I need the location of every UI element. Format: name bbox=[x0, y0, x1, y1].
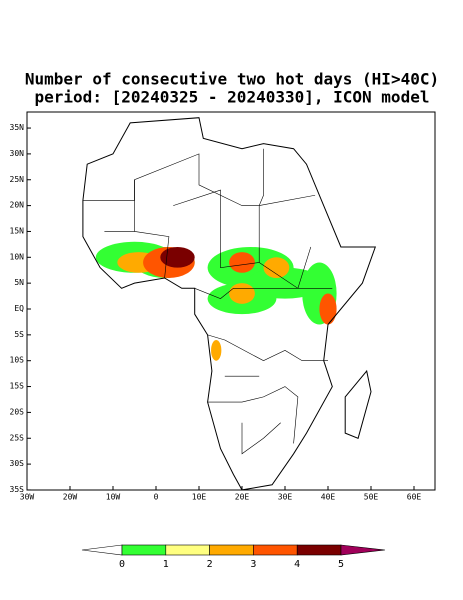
lat-label: 15N bbox=[10, 226, 25, 235]
coastline bbox=[344, 369, 372, 439]
colorbar-label: 5 bbox=[338, 559, 344, 570]
colorbar-box bbox=[165, 544, 210, 556]
lat-label: 15S bbox=[10, 382, 25, 391]
lon-label: 30W bbox=[20, 493, 35, 502]
border bbox=[194, 288, 333, 300]
lat-label: 25S bbox=[10, 433, 25, 442]
colorbar-high bbox=[340, 544, 386, 556]
lon-label: 30E bbox=[278, 493, 293, 502]
lat-label: 30N bbox=[10, 149, 25, 158]
border bbox=[207, 386, 299, 444]
lon-label: 10W bbox=[106, 493, 121, 502]
border bbox=[241, 422, 281, 455]
colorbar-box bbox=[296, 544, 342, 556]
lat-label: 35S bbox=[10, 485, 25, 494]
hot-day-patch bbox=[319, 293, 337, 325]
lat-label: 5N bbox=[14, 278, 24, 287]
lat-label: 10S bbox=[10, 356, 25, 365]
lat-label: 30S bbox=[10, 459, 25, 468]
colorbar-label: 4 bbox=[294, 559, 300, 570]
colorbar-box bbox=[253, 544, 298, 556]
lon-label: 50E bbox=[364, 493, 379, 502]
lon-label: 60E bbox=[407, 493, 422, 502]
lat-label: 20N bbox=[10, 201, 25, 210]
lon-label: 20W bbox=[63, 493, 78, 502]
lon-label: 20E bbox=[235, 493, 250, 502]
lon-label: 10E bbox=[192, 493, 207, 502]
lon-label: 40E bbox=[321, 493, 336, 502]
border bbox=[82, 148, 264, 206]
lat-label: 10N bbox=[10, 252, 25, 261]
lat-label: 25N bbox=[10, 175, 25, 184]
colorbar-label: 3 bbox=[250, 559, 256, 570]
border bbox=[104, 179, 135, 232]
lat-label: 20S bbox=[10, 407, 25, 416]
colorbar-box bbox=[209, 544, 254, 556]
hot-day-patch bbox=[229, 252, 255, 273]
border bbox=[259, 194, 316, 206]
coastline bbox=[82, 117, 377, 491]
hot-day-patch bbox=[160, 246, 195, 268]
colorbar-low bbox=[81, 544, 123, 556]
border bbox=[173, 189, 260, 268]
lat-label: EQ bbox=[14, 304, 24, 313]
border bbox=[207, 334, 328, 362]
hot-day-patch bbox=[211, 340, 222, 361]
colorbar-label: 0 bbox=[119, 559, 125, 570]
lat-label: 35N bbox=[10, 123, 25, 132]
border bbox=[134, 231, 170, 279]
map-subtitle: period: [20240325 - 20240330], ICON mode… bbox=[35, 88, 430, 107]
map-frame bbox=[26, 111, 436, 491]
map-title: Number of consecutive two hot days (HI>4… bbox=[25, 70, 439, 89]
hot-day-patch bbox=[229, 283, 255, 304]
hot-day-patch bbox=[263, 257, 290, 278]
lon-label: 0 bbox=[154, 493, 159, 502]
colorbar-box bbox=[121, 544, 167, 556]
lat-label: 5S bbox=[14, 330, 24, 339]
colorbar-label: 2 bbox=[207, 559, 213, 570]
colorbar-label: 1 bbox=[163, 559, 169, 570]
